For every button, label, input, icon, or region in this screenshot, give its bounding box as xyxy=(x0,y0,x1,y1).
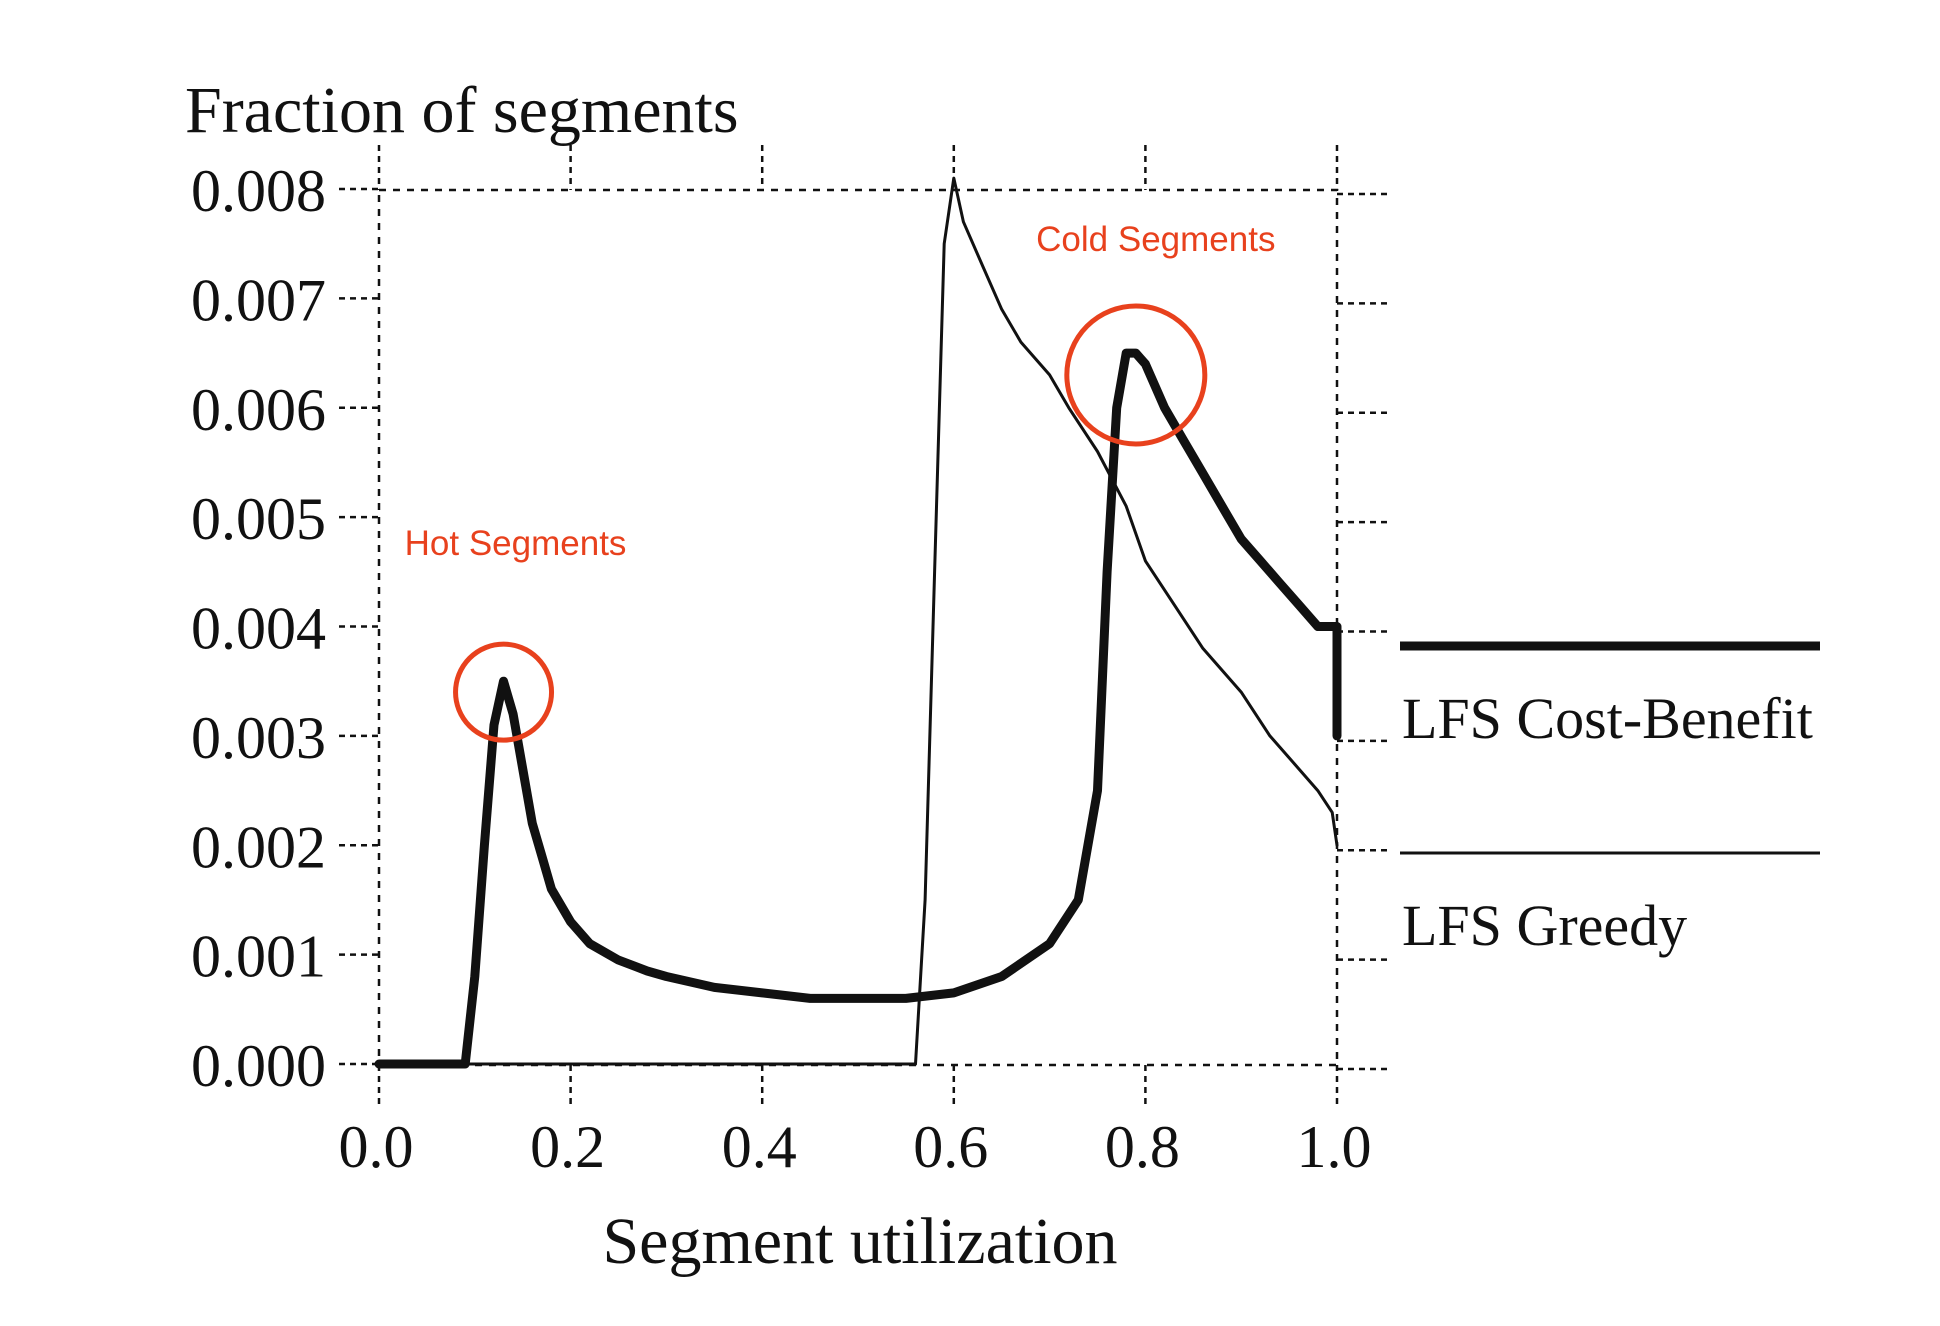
y-tick-label: 0.006 xyxy=(191,377,326,443)
annotation-label: Cold Segments xyxy=(1036,220,1275,259)
x-tick-label: 0.0 xyxy=(339,1114,414,1180)
annotations: Hot Segments Cold Segments xyxy=(402,217,1278,743)
legend-label: LFS Greedy xyxy=(1402,893,1687,958)
x-axis-label: Segment utilization xyxy=(602,1205,1117,1278)
x-tick-label: 0.8 xyxy=(1105,1114,1180,1180)
annotation-circle xyxy=(453,641,555,743)
y-tick-label: 0.005 xyxy=(191,486,326,552)
series-line-greedy xyxy=(377,176,1339,1066)
annotation-label: Hot Segments xyxy=(405,524,627,563)
y-tick-label: 0.003 xyxy=(191,705,326,771)
x-tick-label: 1.0 xyxy=(1297,1114,1372,1180)
x-tick-label: 0.2 xyxy=(530,1114,605,1180)
plot-frame xyxy=(377,188,1339,1067)
series-line-cost-benefit xyxy=(374,348,1342,1069)
x-tick-label: 0.4 xyxy=(722,1114,797,1180)
y-tick-label: 0.004 xyxy=(191,596,326,662)
legend-label: LFS Cost-Benefit xyxy=(1402,686,1813,751)
x-tick-label: 0.6 xyxy=(913,1114,988,1180)
y-tick-label: 0.002 xyxy=(191,814,326,880)
legend: LFS Cost-Benefit LFS Greedy xyxy=(1400,641,1820,958)
series-group xyxy=(374,176,1342,1069)
y-tick-label: 0.001 xyxy=(191,924,326,990)
y-axis-label: Fraction of segments xyxy=(185,74,739,147)
y-tick-label: 0.000 xyxy=(191,1033,326,1099)
axis-ticks: 0.000 0.001 0.002 0.003 0.004 0.005 0.006 0.007… xyxy=(191,145,1387,1180)
y-tick-label: 0.007 xyxy=(191,267,326,333)
y-tick-label: 0.008 xyxy=(191,158,326,224)
annotation-circle xyxy=(1064,303,1208,447)
